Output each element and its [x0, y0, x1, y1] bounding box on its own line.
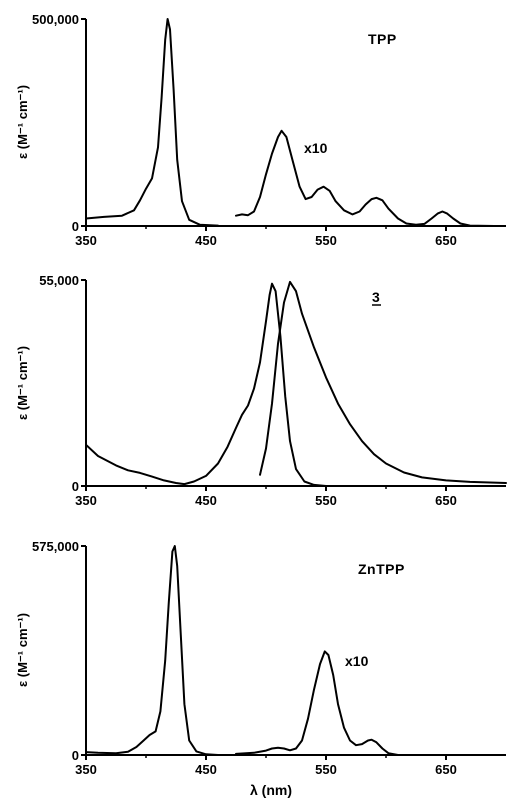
y-tick-label: 0 [72, 479, 79, 494]
x-tick-label: 650 [435, 233, 457, 248]
compound-label: ZnTPP [358, 561, 405, 577]
y-tick-label: 0 [72, 219, 79, 234]
compound-label: 3 [372, 289, 380, 305]
x-tick-label: 350 [75, 762, 97, 777]
series-line-2 [235, 650, 399, 756]
x-tick-label: 550 [315, 233, 337, 248]
x-tick-label: 450 [195, 493, 217, 508]
multiplier-label: x10 [345, 653, 369, 669]
x-tick-label: 350 [75, 233, 97, 248]
series-line-2 [235, 129, 495, 227]
series-line-1 [85, 18, 219, 227]
x-tick-label: 550 [315, 762, 337, 777]
chart-panel-1: 0 500,000 350 450 550 650 ε (M⁻¹ cm⁻¹) TPP x10 [15, 12, 506, 248]
series-line-1 [85, 282, 327, 487]
y-tick-label: 0 [72, 748, 79, 763]
chart-panel-3: 0 575,000 350 450 550 650 ε (M⁻¹ cm⁻¹) ZnTPP x10… [15, 539, 506, 798]
multiplier-label: x10 [304, 140, 328, 156]
series-line-1 [85, 545, 219, 756]
compound-label: TPP [368, 31, 397, 47]
x-tick-label: 450 [195, 233, 217, 248]
series-line-2 [259, 280, 507, 484]
x-tick-label: 350 [75, 493, 97, 508]
x-tick-label: 450 [195, 762, 217, 777]
y-axis-label: ε (M⁻¹ cm⁻¹) [15, 85, 30, 159]
x-tick-label: 650 [435, 762, 457, 777]
y-axis-label: ε (M⁻¹ cm⁻¹) [15, 613, 30, 687]
x-axis-title: λ (nm) [250, 782, 292, 798]
y-tick-label: 575,000 [32, 539, 79, 554]
y-tick-label: 500,000 [32, 12, 79, 27]
y-axis-label: ε (M⁻¹ cm⁻¹) [15, 346, 30, 420]
x-tick-label: 550 [315, 493, 337, 508]
x-tick-label: 650 [435, 493, 457, 508]
y-tick-label: 55,000 [39, 273, 79, 288]
chart-panel-2: 0 55,000 350 450 550 650 ε (M⁻¹ cm⁻¹) 3 [15, 273, 507, 508]
